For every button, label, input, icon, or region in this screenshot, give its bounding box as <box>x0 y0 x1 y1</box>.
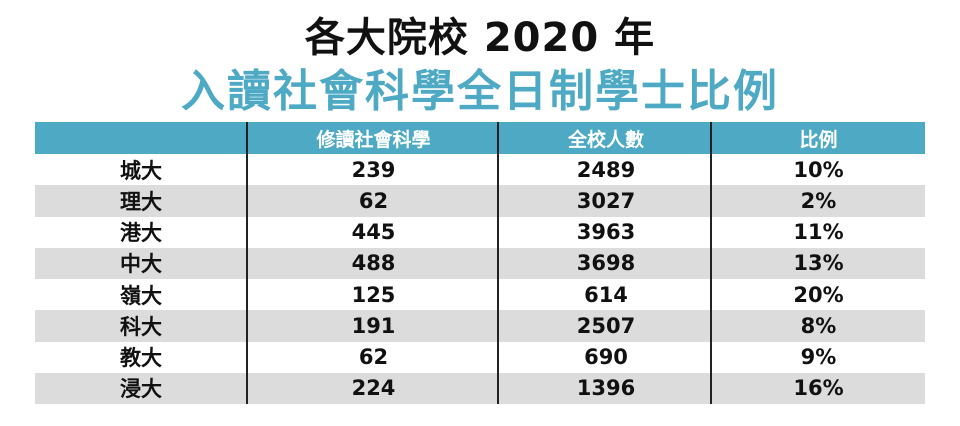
cell-total: 614 <box>584 282 628 307</box>
cell-ratio: 13% <box>793 251 844 276</box>
title-line-1: 各大院校 2020 年 <box>304 15 656 61</box>
cell-total: 2489 <box>576 157 636 182</box>
table-row: 中大 488 3698 13% <box>35 247 925 279</box>
data-table: 修讀社會科學 全校人數 比例 城大 239 2489 10% 理大 62 302… <box>35 122 925 404</box>
header-cell-social-science: 修讀社會科學 <box>316 128 431 151</box>
cell-ratio: 16% <box>793 376 844 401</box>
cell-institution: 港大 <box>120 221 162 246</box>
table-row: 科大 191 2507 8% <box>35 310 925 342</box>
cell-institution: 中大 <box>120 252 162 277</box>
cell-social-science: 224 <box>351 376 396 401</box>
cell-total: 690 <box>584 345 628 370</box>
header-cell-institution <box>35 122 247 154</box>
cell-social-science: 239 <box>351 157 396 182</box>
cell-social-science: 125 <box>351 282 396 307</box>
cell-social-science: 62 <box>358 188 389 213</box>
cell-institution: 浸大 <box>120 377 162 402</box>
cell-social-science: 445 <box>351 220 396 245</box>
column-divider <box>246 122 248 404</box>
cell-total: 3027 <box>576 188 636 213</box>
table-row: 港大 445 3963 11% <box>35 217 925 248</box>
cell-ratio: 10% <box>793 157 844 182</box>
cell-ratio: 9% <box>800 345 837 370</box>
cell-institution: 理大 <box>120 189 162 214</box>
table-row: 城大 239 2489 10% <box>35 154 925 185</box>
cell-social-science: 62 <box>358 345 389 370</box>
cell-social-science: 191 <box>351 313 396 338</box>
column-divider <box>497 122 499 404</box>
cell-social-science: 488 <box>351 251 396 276</box>
cell-ratio: 8% <box>800 313 837 338</box>
column-divider <box>710 122 712 404</box>
cell-institution: 嶺大 <box>120 283 162 308</box>
header-cell-total: 全校人數 <box>567 128 644 151</box>
cell-total: 3698 <box>576 251 636 276</box>
cell-total: 1396 <box>576 376 636 401</box>
cell-institution: 教大 <box>120 346 162 371</box>
cell-total: 2507 <box>576 313 636 338</box>
cell-total: 3963 <box>576 220 636 245</box>
cell-institution: 城大 <box>120 158 162 183</box>
table-header-row: 修讀社會科學 全校人數 比例 <box>35 122 925 154</box>
cell-ratio: 2% <box>800 188 837 213</box>
cell-institution: 科大 <box>120 314 162 339</box>
cell-ratio: 20% <box>793 282 844 307</box>
table-row: 浸大 224 1396 16% <box>35 372 925 404</box>
table-row: 嶺大 125 614 20% <box>35 279 925 310</box>
title-line-2: 入讀社會科學全日制學士比例 <box>181 66 779 117</box>
table-row: 理大 62 3027 2% <box>35 185 925 217</box>
table-row: 教大 62 690 9% <box>35 342 925 373</box>
header-cell-ratio: 比例 <box>799 128 838 151</box>
cell-ratio: 11% <box>793 220 844 245</box>
